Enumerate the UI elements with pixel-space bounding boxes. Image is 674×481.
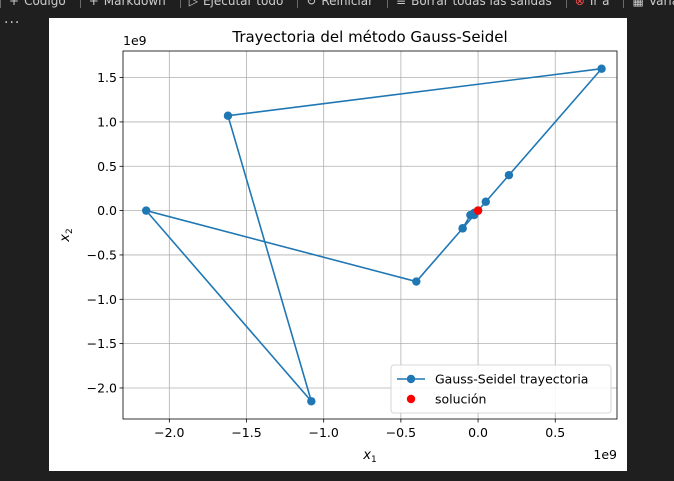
toolbar-item-reiniciar[interactable]: ↻ Reiniciar	[306, 0, 373, 8]
trajectory-point	[307, 397, 316, 406]
play-icon: ▷	[188, 0, 198, 8]
plot-frame	[122, 50, 618, 420]
clear-outputs-icon: ≡	[396, 0, 407, 8]
toolbar-separator	[0, 0, 1, 8]
y-axis-label: x2	[58, 228, 75, 242]
y-tick-label: 1.5	[97, 70, 117, 85]
trajectory-point	[223, 111, 233, 120]
x-offset-label: 1e9	[593, 447, 617, 462]
restart-icon: ↻	[306, 0, 317, 8]
x-tick-label: −2.0	[154, 425, 184, 440]
x-tick-label: 0.5	[545, 425, 565, 440]
y-tick-label: −1.0	[87, 292, 117, 307]
plus-icon: +	[9, 0, 20, 8]
y-axis-label-subscript: 2	[65, 228, 75, 234]
legend-marker-solution	[406, 394, 416, 404]
toolbar-item-markdown[interactable]: + Markdown	[89, 0, 166, 8]
trajectory-line	[143, 67, 604, 402]
chart-title: Trayectoria del método Gauss-Seidel	[231, 28, 507, 46]
y-tick-label: −0.5	[87, 247, 117, 262]
x-tick-label: −1.0	[309, 425, 339, 440]
legend-box	[390, 364, 612, 414]
toolbar-separator	[297, 0, 299, 8]
x-tick-label: −1.5	[231, 425, 261, 440]
toolbar-separator	[79, 0, 81, 8]
trajectory-point	[458, 224, 467, 233]
y-tick-label: −1.5	[87, 336, 117, 351]
toolbar-item-label: Markdown	[103, 0, 166, 8]
y-tick-label: 0.5	[97, 159, 117, 174]
y-tick-label: −2.0	[87, 380, 117, 395]
trajectory-point	[597, 64, 606, 73]
toolbar-item-borrar-todas-las-salidas[interactable]: ≡ Borrar todas las salidas	[396, 0, 552, 8]
axes	[119, 50, 618, 423]
toolbar-item-ejecutar-todo[interactable]: ▷ Ejecutar todo	[189, 0, 284, 8]
tick-labels: −2.0 −1.5 −1.0 −0.5 0.0 0.5 −2.0 −1.5 −1.0 −0.5 0.…	[87, 70, 566, 440]
series-layer	[141, 64, 606, 406]
toolbar-item-label: Variables	[648, 0, 674, 8]
toolbar-separator	[387, 0, 389, 8]
toolbar-separator	[623, 0, 625, 8]
notebook-toolbar: + Código + Markdown ▷ Ejecutar todo ↻ Reiniciar…	[0, 0, 674, 9]
trajectory-point	[504, 170, 514, 180]
toolbar-item-label: Ejecutar todo	[202, 0, 284, 8]
y-offset-label: 1e9	[123, 33, 147, 48]
y-tick-label: 1.0	[97, 114, 117, 129]
y-axis-label-main: x	[58, 234, 73, 243]
variables-icon: ▦	[632, 0, 644, 8]
toolbar-item-label: Reiniciar	[321, 0, 374, 8]
trajectory-point	[412, 277, 421, 286]
goto-icon: ⊗	[574, 0, 585, 8]
trajectory-point	[141, 206, 151, 215]
grid	[123, 51, 617, 419]
plus-icon: +	[88, 0, 99, 8]
toolbar-item-variables[interactable]: ▦ Variables	[632, 0, 674, 8]
chart: −2.0 −1.5 −1.0 −0.5 0.0 0.5 −2.0 −1.5 −1.0 −0.5 0.…	[58, 28, 618, 465]
toolbar-separator	[179, 0, 181, 8]
x-axis-label-main: x	[362, 448, 371, 463]
legend: Gauss-Seidel trayectoria solución	[390, 364, 612, 414]
toolbar-item-label: Ir a	[589, 0, 610, 8]
trajectory-point	[481, 197, 490, 206]
legend-marker-trajectory	[406, 374, 416, 384]
y-tick-label: 0.0	[97, 203, 117, 218]
x-tick-label: −0.5	[386, 425, 416, 440]
x-axis-label: x1	[362, 448, 376, 465]
toolbar-item-ir-a[interactable]: ⊗ Ir a	[575, 0, 610, 8]
legend-label-solution: solución	[435, 392, 486, 407]
toolbar-item-label: Código	[24, 0, 66, 8]
toolbar-item-label: Borrar todas las salidas	[411, 0, 552, 8]
legend-label-trajectory: Gauss-Seidel trayectoria	[435, 372, 588, 387]
figure-canvas: −2.0 −1.5 −1.0 −0.5 0.0 0.5 −2.0 −1.5 −1.0 −0.5 0.…	[49, 18, 627, 471]
toolbar-items: + Código + Markdown ▷ Ejecutar todo ↻ Reiniciar…	[0, 0, 674, 9]
x-axis-label-subscript: 1	[371, 455, 377, 465]
toolbar-item-código[interactable]: + Código	[9, 0, 66, 8]
x-tick-label: 0.0	[468, 425, 488, 440]
toolbar-separator	[565, 0, 567, 8]
solution-point	[473, 206, 483, 215]
more-actions-button[interactable]: ...	[4, 11, 21, 27]
